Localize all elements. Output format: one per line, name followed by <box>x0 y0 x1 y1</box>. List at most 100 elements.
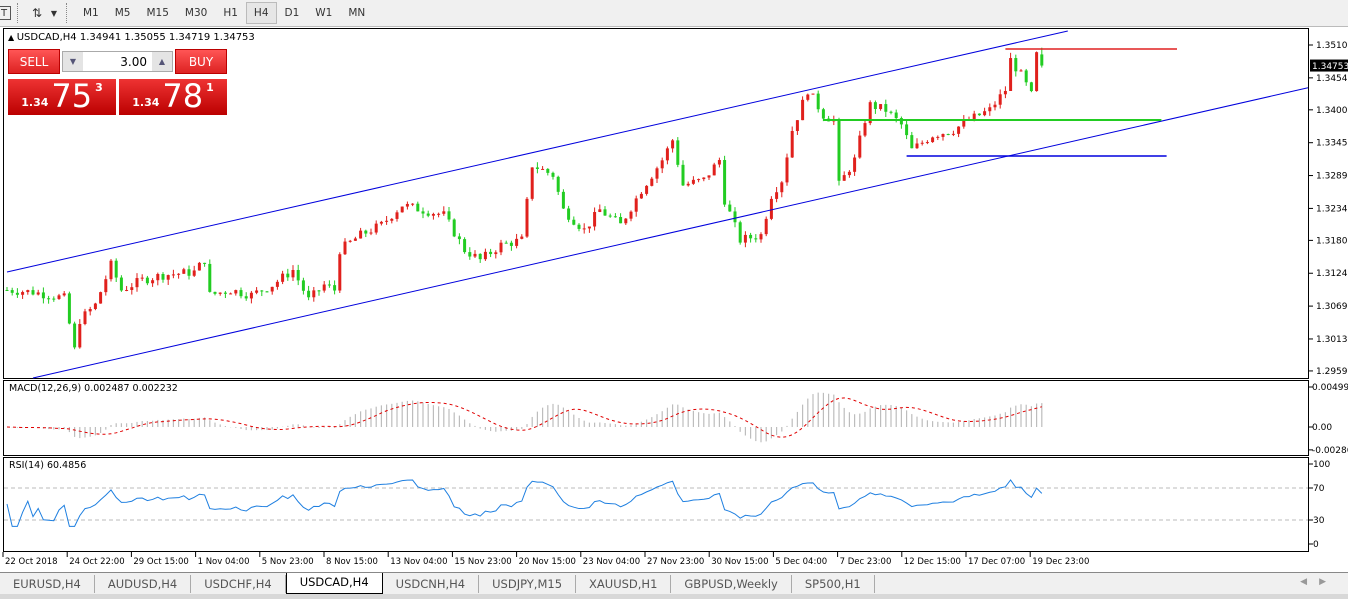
channel-upper-line <box>6 30 1068 273</box>
price-label: 1.30135 <box>1316 335 1348 345</box>
candle-body <box>925 142 929 144</box>
current-price-label: 1.34753 <box>1312 62 1348 72</box>
collapse-triangle-icon[interactable]: ▲ <box>8 33 17 42</box>
candle-body <box>639 193 643 199</box>
candle-body <box>728 204 732 212</box>
candle-body <box>587 226 591 229</box>
candle-body <box>239 290 243 297</box>
candle-body <box>151 280 155 284</box>
candle-body <box>842 175 846 181</box>
candle-body <box>135 278 139 288</box>
candle-body <box>977 113 981 116</box>
tab-eurusd-h4[interactable]: EURUSD,H4 <box>0 575 95 593</box>
rsi-panel-frame <box>3 457 1309 552</box>
buy-price-pips: 78 <box>162 77 204 115</box>
timeframe-m15[interactable]: M15 <box>146 7 169 19</box>
timeframe-mn[interactable]: MN <box>348 7 366 19</box>
macd-label: MACD(12,26,9) 0.002487 0.002232 <box>9 383 178 394</box>
timeframe-m5[interactable]: M5 <box>114 7 131 19</box>
candle-body <box>603 209 607 216</box>
candle-body <box>738 222 742 243</box>
candle-body <box>582 228 586 230</box>
candle-body <box>1009 58 1013 91</box>
arrows-tool-icon[interactable]: ⇅ <box>31 6 43 20</box>
candle-body <box>775 192 779 199</box>
candle-body <box>671 140 675 149</box>
candle-body <box>691 179 695 184</box>
buy-button[interactable]: BUY <box>175 49 227 74</box>
time-label: 23 Nov 04:00 <box>583 557 640 567</box>
candle-body <box>327 284 331 286</box>
candle-body <box>1029 82 1033 92</box>
candle-body <box>889 111 893 113</box>
candle-body <box>322 284 326 291</box>
candle-body <box>988 107 992 112</box>
candle-body <box>275 281 279 287</box>
timeframe-h4[interactable]: H4 <box>245 2 277 24</box>
rsi-axis-label: 100 <box>1313 460 1330 470</box>
time-label: 20 Nov 15:00 <box>519 557 576 567</box>
candle-body <box>946 134 950 136</box>
candle-body <box>411 203 415 205</box>
quantity-input[interactable] <box>83 52 152 71</box>
candle-body <box>780 182 784 193</box>
tab-xauusd-h1[interactable]: XAUUSD,H1 <box>576 575 672 593</box>
tab-audusd-h4[interactable]: AUDUSD,H4 <box>95 575 192 593</box>
candle-body <box>577 224 581 229</box>
candle-body <box>494 252 498 255</box>
timeframe-m30[interactable]: M30 <box>184 7 208 19</box>
candle-body <box>655 168 659 179</box>
candle-body <box>962 120 966 127</box>
chevron-down-icon[interactable]: ▼ <box>50 8 58 18</box>
current-price-marker <box>1310 59 1348 72</box>
tab-usdcnh-h4[interactable]: USDCNH,H4 <box>383 575 480 593</box>
timeframe-m1[interactable]: M1 <box>83 7 99 19</box>
tab-usdcad-h4[interactable]: USDCAD,H4 <box>285 573 383 594</box>
sell-price[interactable]: 1.34 75 3 <box>8 79 116 115</box>
sell-price-prefix: 1.34 <box>21 96 49 109</box>
candle-body <box>499 242 503 253</box>
candle-body <box>5 289 9 291</box>
candle-body <box>972 113 976 121</box>
macd-axis-label: 0.00 <box>1312 423 1332 433</box>
candle-body <box>790 131 794 158</box>
candles <box>5 47 1044 350</box>
candle-body <box>749 234 753 239</box>
candle-body <box>998 94 1002 105</box>
candle-body <box>1035 52 1039 92</box>
candle-body <box>99 292 103 304</box>
candle-body <box>821 109 825 119</box>
quantity-stepper: ▼ ▲ <box>62 51 173 72</box>
candle-body <box>31 290 35 295</box>
tab-sp500-h1[interactable]: SP500,H1 <box>792 575 875 593</box>
macd-histogram <box>11 392 1043 443</box>
candle-body <box>717 160 721 165</box>
tab-scroll-arrows-icon[interactable]: ◀▶ <box>1300 577 1338 587</box>
candle-body <box>686 183 690 186</box>
candle-body <box>598 209 602 212</box>
candle-body <box>478 253 482 260</box>
increase-quantity-icon[interactable]: ▲ <box>152 52 172 71</box>
timeframe-h1[interactable]: H1 <box>223 7 238 19</box>
candle-body <box>468 252 472 257</box>
candle-body <box>785 157 789 183</box>
time-label: 12 Dec 15:00 <box>904 557 961 567</box>
candle-body <box>130 287 134 290</box>
sell-button[interactable]: SELL <box>8 49 60 74</box>
toolbar-separator <box>66 3 69 23</box>
text-tool-icon[interactable]: T <box>0 6 11 20</box>
candle-body <box>119 277 123 291</box>
tab-gbpusd-weekly[interactable]: GBPUSD,Weekly <box>671 575 792 593</box>
time-label: 5 Dec 04:00 <box>775 557 827 567</box>
buy-price[interactable]: 1.34 78 1 <box>119 79 227 115</box>
timeframe-w1[interactable]: W1 <box>315 7 333 19</box>
candle-body <box>41 292 45 299</box>
timeframe-d1[interactable]: D1 <box>284 7 300 19</box>
tab-usdjpy-m15[interactable]: USDJPY,M15 <box>479 575 577 593</box>
candle-body <box>743 234 747 243</box>
chart-area[interactable]: 1.35100 1.34545 1.34005 1.33450 1.32895 1.323… <box>0 27 1348 572</box>
main-panel-frame <box>3 28 1309 379</box>
candle-body <box>931 137 935 143</box>
decrease-quantity-icon[interactable]: ▼ <box>63 52 83 71</box>
tab-usdchf-h4[interactable]: USDCHF,H4 <box>191 575 286 593</box>
